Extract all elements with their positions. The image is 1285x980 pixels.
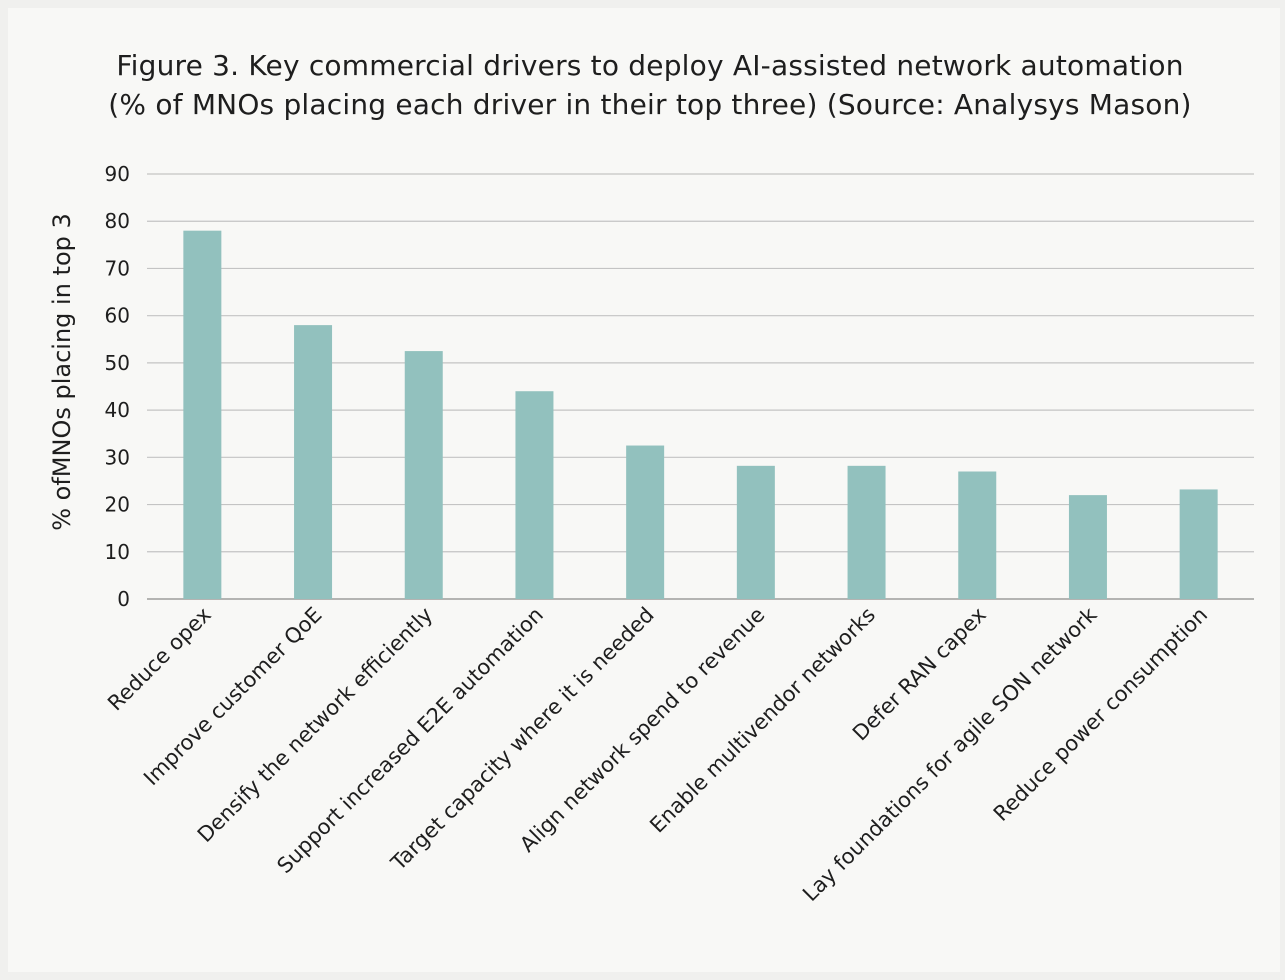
y-tick-label: 60	[105, 304, 130, 328]
y-axis-label: % ofMNOs placing in top 3	[48, 213, 76, 531]
bar	[626, 445, 665, 599]
bar	[1068, 495, 1107, 599]
y-tick-label: 10	[105, 540, 130, 564]
chart-title-block: Figure 3. Key commercial drivers to depl…	[8, 46, 1285, 124]
x-category-label: Densify the network efficiently	[193, 603, 437, 847]
y-tick-label: 80	[105, 209, 130, 233]
bar	[294, 325, 333, 599]
bar	[736, 465, 775, 599]
bars	[183, 230, 1218, 599]
y-tick-label: 50	[105, 351, 130, 375]
y-tick-label: 0	[117, 587, 130, 611]
y-axis-ticks: 0 10 20 30 40 50 60 70 80 90	[105, 162, 130, 611]
x-category-label: Enable multivendor networks	[645, 603, 880, 838]
x-category-label: Reduce opex	[103, 603, 216, 716]
y-tick-label: 40	[105, 398, 130, 422]
y-tick-label: 20	[105, 493, 130, 517]
x-category-label: Improve customer QoE	[139, 603, 327, 791]
x-category-label: Align network spend to revenue	[515, 603, 769, 857]
bar	[183, 230, 222, 599]
chart-title: Figure 3. Key commercial drivers to depl…	[116, 49, 1184, 82]
y-tick-label: 30	[105, 445, 130, 469]
bar	[847, 465, 886, 599]
bar	[1179, 489, 1218, 599]
chart-subtitle: (% of MNOs placing each driver in their …	[108, 88, 1192, 121]
y-tick-label: 70	[105, 256, 130, 280]
bar	[958, 471, 997, 599]
y-tick-label: 90	[105, 162, 130, 186]
bar	[404, 351, 443, 599]
bar	[515, 391, 554, 599]
x-category-label: Reduce power consumption	[989, 603, 1212, 826]
